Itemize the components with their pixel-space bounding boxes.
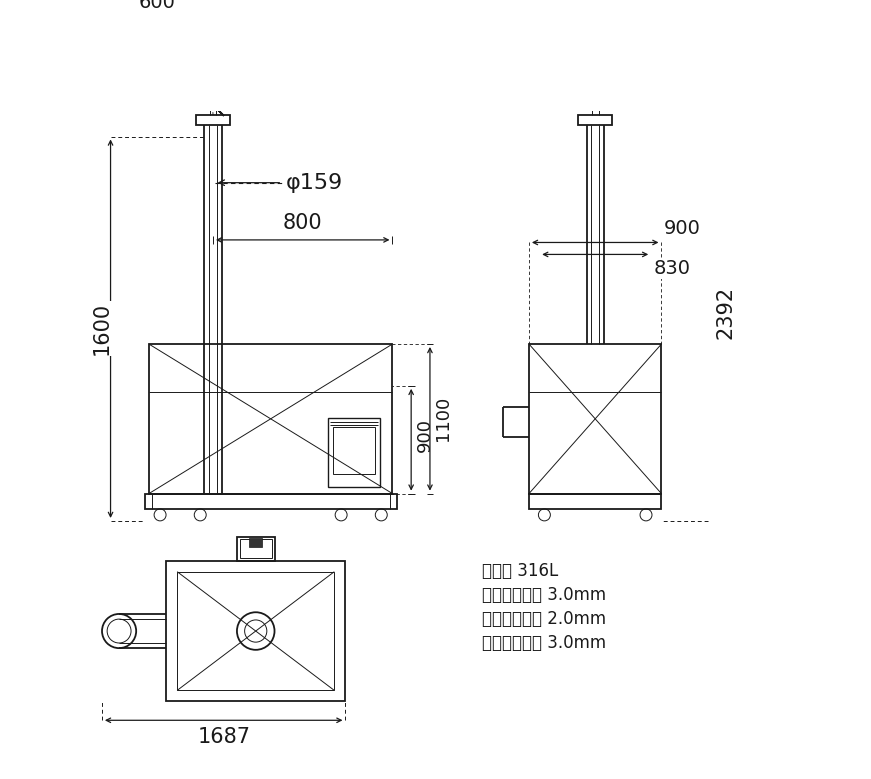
Text: 1687: 1687 (197, 727, 250, 747)
Bar (529, 344, 661, 494)
Bar (529, 494, 661, 509)
Text: 800: 800 (283, 213, 322, 233)
Text: 2392: 2392 (715, 287, 735, 340)
Bar (166, 561, 346, 702)
Text: 1100: 1100 (435, 397, 452, 442)
Text: 830: 830 (654, 259, 691, 277)
Bar (145, 494, 396, 509)
Text: 1600: 1600 (92, 302, 112, 355)
Text: 900: 900 (415, 418, 434, 453)
Bar (177, 572, 334, 690)
Text: φ159: φ159 (286, 173, 343, 192)
Bar (196, 115, 230, 125)
Bar (149, 344, 392, 494)
Text: 螺旋管壁厚： 3.0mm: 螺旋管壁厚： 3.0mm (482, 586, 606, 605)
Bar (328, 418, 380, 487)
Text: 600: 600 (138, 0, 176, 12)
Text: 螺旋叶片厚： 3.0mm: 螺旋叶片厚： 3.0mm (482, 634, 606, 652)
Bar (237, 537, 275, 561)
Bar (249, 538, 262, 547)
Text: 储料仓板厚： 2.0mm: 储料仓板厚： 2.0mm (482, 610, 606, 628)
Bar (240, 539, 272, 558)
Bar (333, 427, 375, 474)
Text: 900: 900 (664, 219, 701, 238)
Text: 材质： 316L: 材质： 316L (482, 562, 558, 580)
Bar (578, 115, 612, 125)
